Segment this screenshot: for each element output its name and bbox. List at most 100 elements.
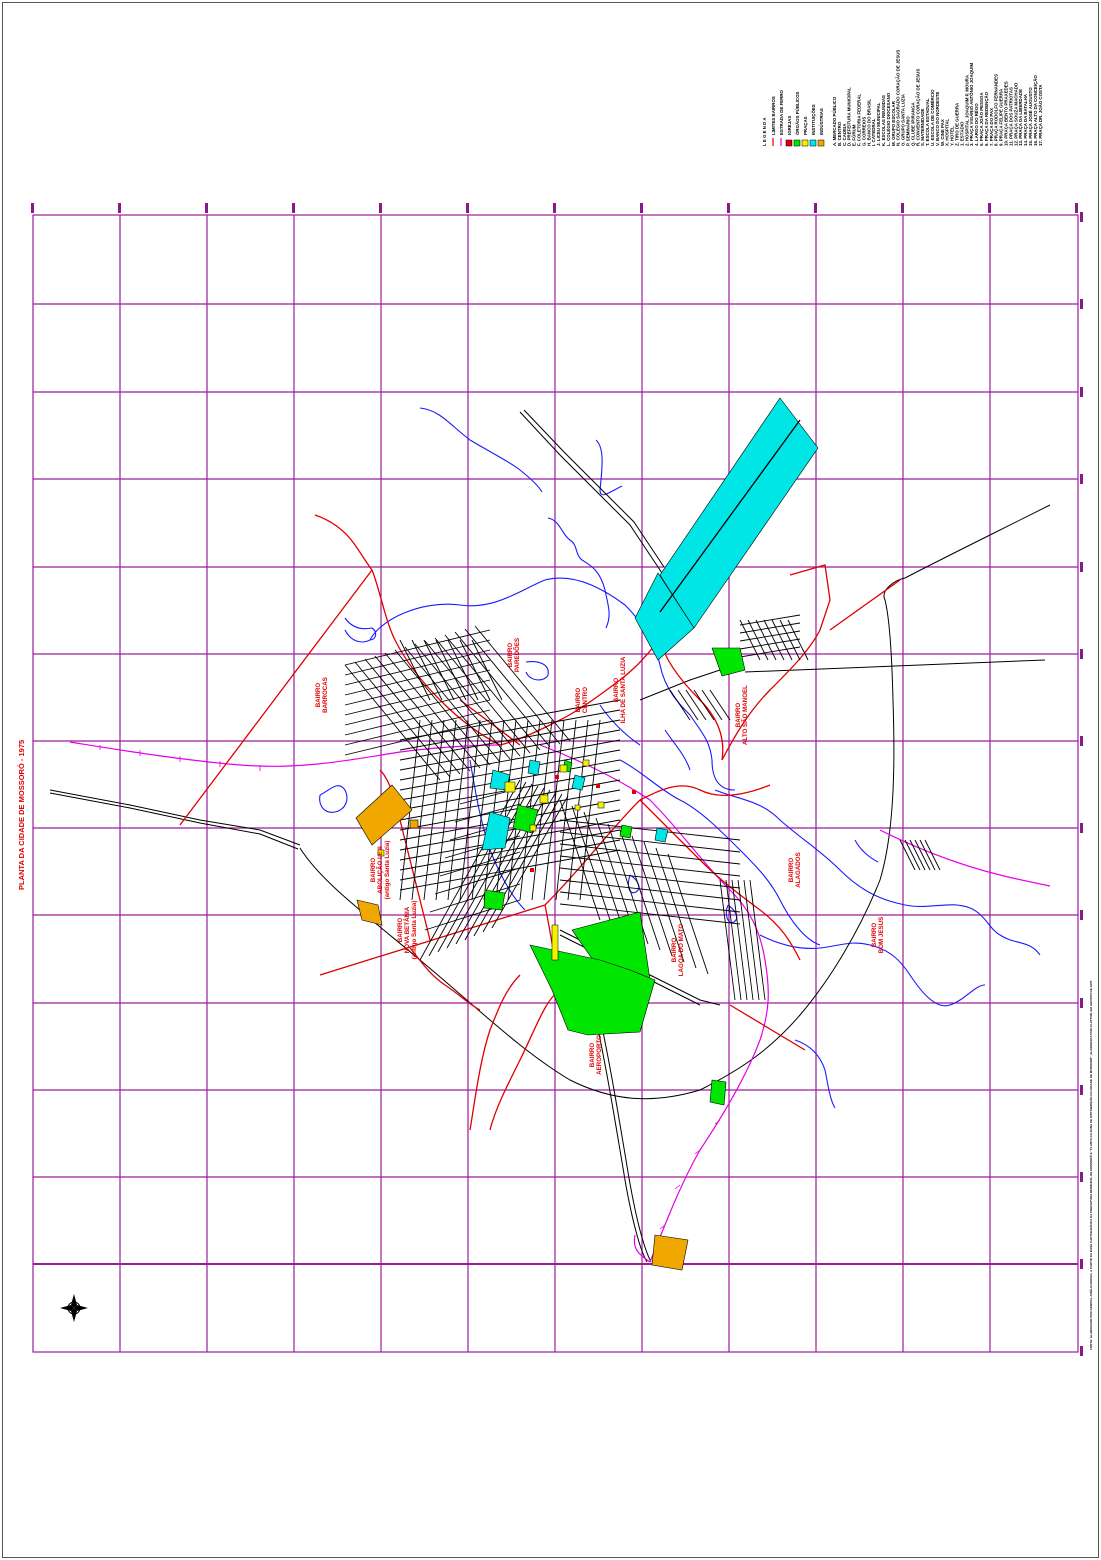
street <box>399 799 621 841</box>
svg-text:BAIRRO: BAIRRO <box>671 938 678 963</box>
legend-place: 9. PRAÇA FELIPE GUERRA <box>999 88 1004 146</box>
street <box>424 640 521 757</box>
legend-swatch <box>817 139 825 147</box>
street <box>447 639 479 701</box>
legend-label: ÓRGÃOS PÚBLICOS <box>795 92 800 135</box>
svg-text:BAIRRO: BAIRRO <box>315 683 322 708</box>
street <box>619 829 661 951</box>
svg-text:(antigo Santa Luzia): (antigo Santa Luzia) <box>384 841 391 900</box>
street <box>909 839 926 871</box>
legend-place: 12. PRAÇA SOUZA MACHADO <box>1013 82 1018 146</box>
street <box>428 781 527 957</box>
street <box>919 839 936 871</box>
street <box>559 867 741 889</box>
bairro-ilha-de-santa-luzia: BAIRRO ILHA DE SANTA LUZIA <box>613 656 627 723</box>
street <box>755 619 777 661</box>
legend-place: W. CINE PAX <box>940 119 945 146</box>
street <box>749 879 766 1001</box>
street <box>709 689 731 721</box>
street <box>344 689 491 726</box>
north-arrow-icon <box>60 1294 88 1322</box>
street <box>354 661 451 778</box>
legend-place: 6. PRAÇA DA REDENÇÃO <box>984 91 989 146</box>
street <box>739 614 801 626</box>
svg-text:AEROPORTO: AEROPORTO <box>596 1035 603 1075</box>
street <box>344 719 491 756</box>
svg-text:BAIRRO: BAIRRO <box>613 678 620 703</box>
street <box>374 655 471 772</box>
bairro-alto-sao-manoel: BAIRRO ALTO SÃO MANOEL <box>735 685 749 745</box>
street <box>643 841 685 963</box>
legend-place: V. BANCO DO NORDESTE <box>935 91 940 146</box>
street <box>899 839 916 871</box>
street <box>491 795 569 929</box>
street <box>779 619 801 661</box>
street <box>559 799 601 921</box>
street <box>344 709 491 746</box>
street <box>404 646 501 763</box>
street <box>419 779 521 961</box>
legend-place: 7. PRAÇA DO PAX <box>989 108 994 146</box>
bairro-aeroporto: BAIRRO AEROPORTO <box>589 1035 603 1075</box>
street <box>344 659 491 696</box>
street <box>669 689 691 721</box>
street <box>344 629 491 666</box>
svg-text:BAIRRO: BAIRRO <box>871 923 878 948</box>
railway-ticks <box>99 745 721 1230</box>
legend-place: 15. PRAÇA JOSÉ AUGUSTO <box>1028 87 1033 146</box>
street <box>344 679 491 716</box>
legend-place: N. COLÉGIO SAGRADO CORAÇÃO DE JESUS <box>896 50 901 146</box>
street <box>439 851 521 877</box>
street <box>434 867 521 895</box>
street <box>447 719 469 901</box>
rivers <box>319 407 1041 1109</box>
svg-text:BAIRRO: BAIRRO <box>735 703 742 728</box>
legend-label: LIMITES BAIRROS <box>771 96 776 135</box>
street <box>435 639 467 701</box>
legend-label: ESTRADA DE FERRO <box>779 89 784 135</box>
bairro-abolicao: BAIRRO ABOLIÇÃO I E II (antigo Santa Luz… <box>370 841 391 900</box>
legend-place: 3. PRAÇA VIGÁRIO ANTÔNIO JOAQUIM <box>969 63 974 146</box>
street <box>399 749 621 791</box>
street <box>399 809 621 851</box>
street <box>559 903 741 925</box>
street <box>719 879 736 1001</box>
legend-place: U. ESCOLA DE COMÉRCIO <box>930 89 935 146</box>
legend-place: D. PREFEITURA MUNICIPAL <box>847 87 852 146</box>
street <box>459 719 481 901</box>
street <box>399 639 431 701</box>
legend-place: I. CATEDRAL <box>871 118 876 146</box>
svg-text:LAGOA DO MATO: LAGOA DO MATO <box>678 924 685 977</box>
street <box>399 719 621 761</box>
legend-items: LIMITES BAIRROS ESTRADA DE FERRO IGREJAS ÓR… <box>771 89 825 147</box>
street <box>429 883 521 913</box>
street <box>743 879 760 1001</box>
street <box>399 709 621 751</box>
legend-place: T. ESCOLA ESTADUAL <box>925 98 930 146</box>
legend-place: R. CONVENTO CORAÇÃO DE JESUS <box>915 69 920 146</box>
street <box>473 791 557 937</box>
street <box>411 719 433 901</box>
legend-place: 13. PRAÇA DA LIBERDADE <box>1018 89 1023 146</box>
street <box>414 643 511 760</box>
runway-line <box>659 419 801 613</box>
svg-text:BARROCAS: BARROCAS <box>322 677 329 713</box>
legend: L E G E N D A LIMITES BAIRROS ESTRADA DE … <box>762 50 1043 147</box>
source-note: FONTE: ELABORADO POR GENIVAL AMÉLIA ROCH… <box>1088 980 1093 1350</box>
svg-text:NOVA BETÂNIA: NOVA BETÂNIA <box>404 906 411 953</box>
street <box>763 619 785 661</box>
street <box>423 639 455 701</box>
grid-coordinate-ticks <box>31 203 1083 1356</box>
street <box>454 803 521 823</box>
street <box>685 689 707 721</box>
industries-areas <box>355 784 689 1271</box>
legend-swatch <box>801 139 809 147</box>
street <box>399 829 621 871</box>
street <box>904 839 921 871</box>
legend-place: 5. PRAÇA JOÃO PESSOA <box>979 92 984 146</box>
legend-place: J. LICEU MUNICIPAL <box>876 102 881 146</box>
churches <box>530 775 636 872</box>
bairro-alagados: BAIRRO ALAGADOS <box>788 852 802 887</box>
legend-place: G. CORREIOS <box>861 117 866 146</box>
